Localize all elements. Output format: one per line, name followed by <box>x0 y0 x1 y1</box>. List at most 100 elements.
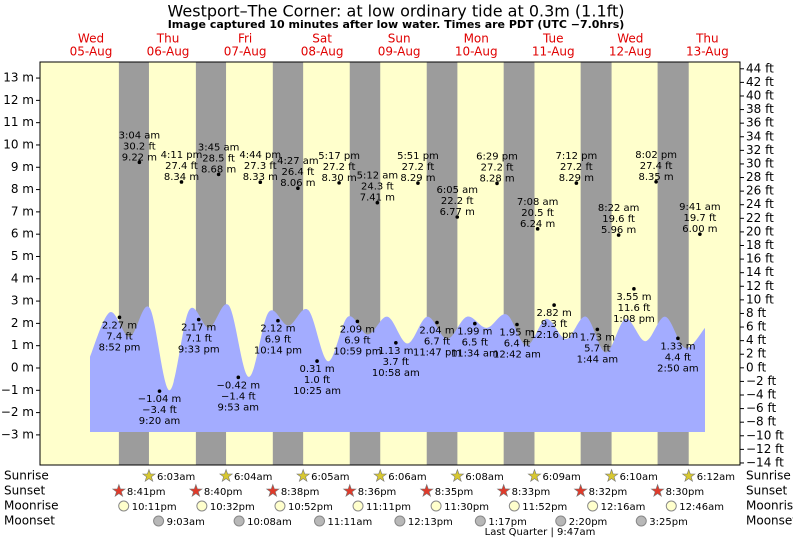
y-tick-label: 8 m <box>11 182 34 196</box>
extreme-label: 10:25 am <box>293 386 341 397</box>
extreme-label: 9:53 am <box>218 402 260 413</box>
extreme-label: 19.6 ft <box>602 214 635 225</box>
row-label: Sunrise <box>4 469 49 483</box>
sunrise-time: 6:09am <box>542 472 580 483</box>
extreme-label: 24.3 ft <box>361 182 394 193</box>
extreme-dot <box>552 303 556 307</box>
day-date: 07-Aug <box>224 45 267 59</box>
y2-tick-label: −10 ft <box>746 428 784 442</box>
y-tick-label: 1 m <box>11 338 34 352</box>
extreme-label: 4:44 pm <box>239 150 281 161</box>
extreme-label: 6.9 ft <box>344 335 370 346</box>
y-tick-label: 12 m <box>3 93 34 107</box>
extreme-label: 22.2 ft <box>441 196 474 207</box>
day-date: 09-Aug <box>378 45 421 59</box>
sunset-icon <box>111 483 126 497</box>
y-tick-label: 6 m <box>11 227 34 241</box>
extreme-label: 27.4 ft <box>165 161 198 172</box>
extreme-label: −1.4 ft <box>221 391 256 402</box>
extreme-label: 8.29 m <box>400 173 435 184</box>
y-tick-label: −3 m <box>1 427 34 441</box>
y-tick-label: 3 m <box>11 294 34 308</box>
extreme-dot <box>137 160 142 165</box>
extreme-label: 8.35 m <box>638 172 673 183</box>
extreme-label: 2.17 m <box>181 323 216 334</box>
extreme-label: 7:08 am <box>517 197 559 208</box>
extreme-dot <box>258 180 263 185</box>
y2-tick-label: 12 ft <box>746 279 774 293</box>
extreme-dot <box>196 317 201 322</box>
extreme-label: 8.34 m <box>164 172 199 183</box>
y2-tick-label: 8 ft <box>746 306 766 320</box>
day-weekday: Wed <box>78 32 104 46</box>
sunrise-icon <box>141 468 157 482</box>
extreme-label: 1:44 am <box>577 354 619 365</box>
extreme-label: 9:41 am <box>679 202 721 213</box>
extreme-label: 1.0 ft <box>304 375 330 386</box>
y2-tick-label: −8 ft <box>746 415 777 429</box>
extreme-dot <box>495 181 499 186</box>
y2-tick-label: 30 ft <box>746 156 774 170</box>
extreme-label: 27.2 ft <box>323 162 356 173</box>
day-date: 05-Aug <box>70 45 113 59</box>
extreme-label: 5.96 m <box>601 225 636 236</box>
y2-tick-label: 32 ft <box>746 143 774 157</box>
y-tick-label: 5 m <box>11 249 34 263</box>
extreme-label: 8:02 pm <box>635 150 677 161</box>
extreme-label: 28.5 ft <box>202 153 235 164</box>
extreme-label: 1.99 m <box>457 327 492 338</box>
y2-tick-label: 20 ft <box>746 224 774 238</box>
sunset-time: 8:30pm <box>666 487 705 498</box>
extreme-dot <box>676 336 680 341</box>
row-label: Sunset <box>4 484 45 498</box>
y2-tick-label: 18 ft <box>746 238 774 252</box>
extreme-label: 27.2 ft <box>560 162 593 173</box>
y2-tick-label: 22 ft <box>746 211 774 225</box>
extreme-label: 3.7 ft <box>383 357 409 368</box>
extreme-label: 30.2 ft <box>123 141 156 152</box>
sunset-icon <box>496 483 511 497</box>
extreme-label: 7.4 ft <box>106 331 132 342</box>
extreme-label: 8.06 m <box>280 178 315 189</box>
extreme-dot <box>315 359 319 363</box>
extreme-label: 4:27 am <box>277 156 319 167</box>
y2-tick-label: 10 ft <box>746 292 774 306</box>
day-weekday: Sun <box>388 32 411 46</box>
extreme-dot <box>337 181 341 185</box>
extreme-dot <box>435 320 439 325</box>
y2-tick-label: 42 ft <box>746 75 774 89</box>
y2-tick-label: 28 ft <box>746 170 774 184</box>
sunrise-icon <box>527 468 542 482</box>
y2-tick-label: 4 ft <box>746 333 766 347</box>
extreme-dot <box>276 318 280 323</box>
sunset-time: 8:41pm <box>127 487 166 498</box>
extreme-label: −0.42 m <box>217 380 261 391</box>
sunset-icon <box>342 483 357 497</box>
y2-tick-label: −2 ft <box>746 374 777 388</box>
extreme-label: 19.7 ft <box>684 213 717 224</box>
extreme-label: 8:52 pm <box>99 342 141 353</box>
extreme-dot <box>632 287 636 291</box>
extreme-label: 2.04 m <box>419 325 454 336</box>
sunset-time: 8:32pm <box>589 487 628 498</box>
extreme-dot <box>473 321 477 326</box>
extreme-dot <box>698 232 702 236</box>
extreme-label: 1.95 m <box>499 327 534 338</box>
extreme-label: 1.33 m <box>660 341 695 352</box>
sunset-icon <box>265 483 280 497</box>
extreme-label: 6.00 m <box>682 224 717 235</box>
moonset-icon <box>555 515 567 527</box>
extreme-label: 5:12 am <box>357 171 399 182</box>
day-weekday: Thu <box>156 32 180 46</box>
extreme-label: −3.4 ft <box>142 405 177 416</box>
extreme-label: 9.22 m <box>122 152 157 163</box>
plot-frame <box>39 61 741 466</box>
extreme-dot <box>455 215 460 219</box>
sunset-time: 8:38pm <box>281 487 320 498</box>
y-tick-label: 4 m <box>11 271 34 285</box>
moonrise-time: 11:52pm <box>522 502 567 513</box>
y2-tick-label: 16 ft <box>746 252 774 266</box>
moonset-icon <box>233 515 245 527</box>
extreme-label: 2:50 am <box>657 363 699 374</box>
